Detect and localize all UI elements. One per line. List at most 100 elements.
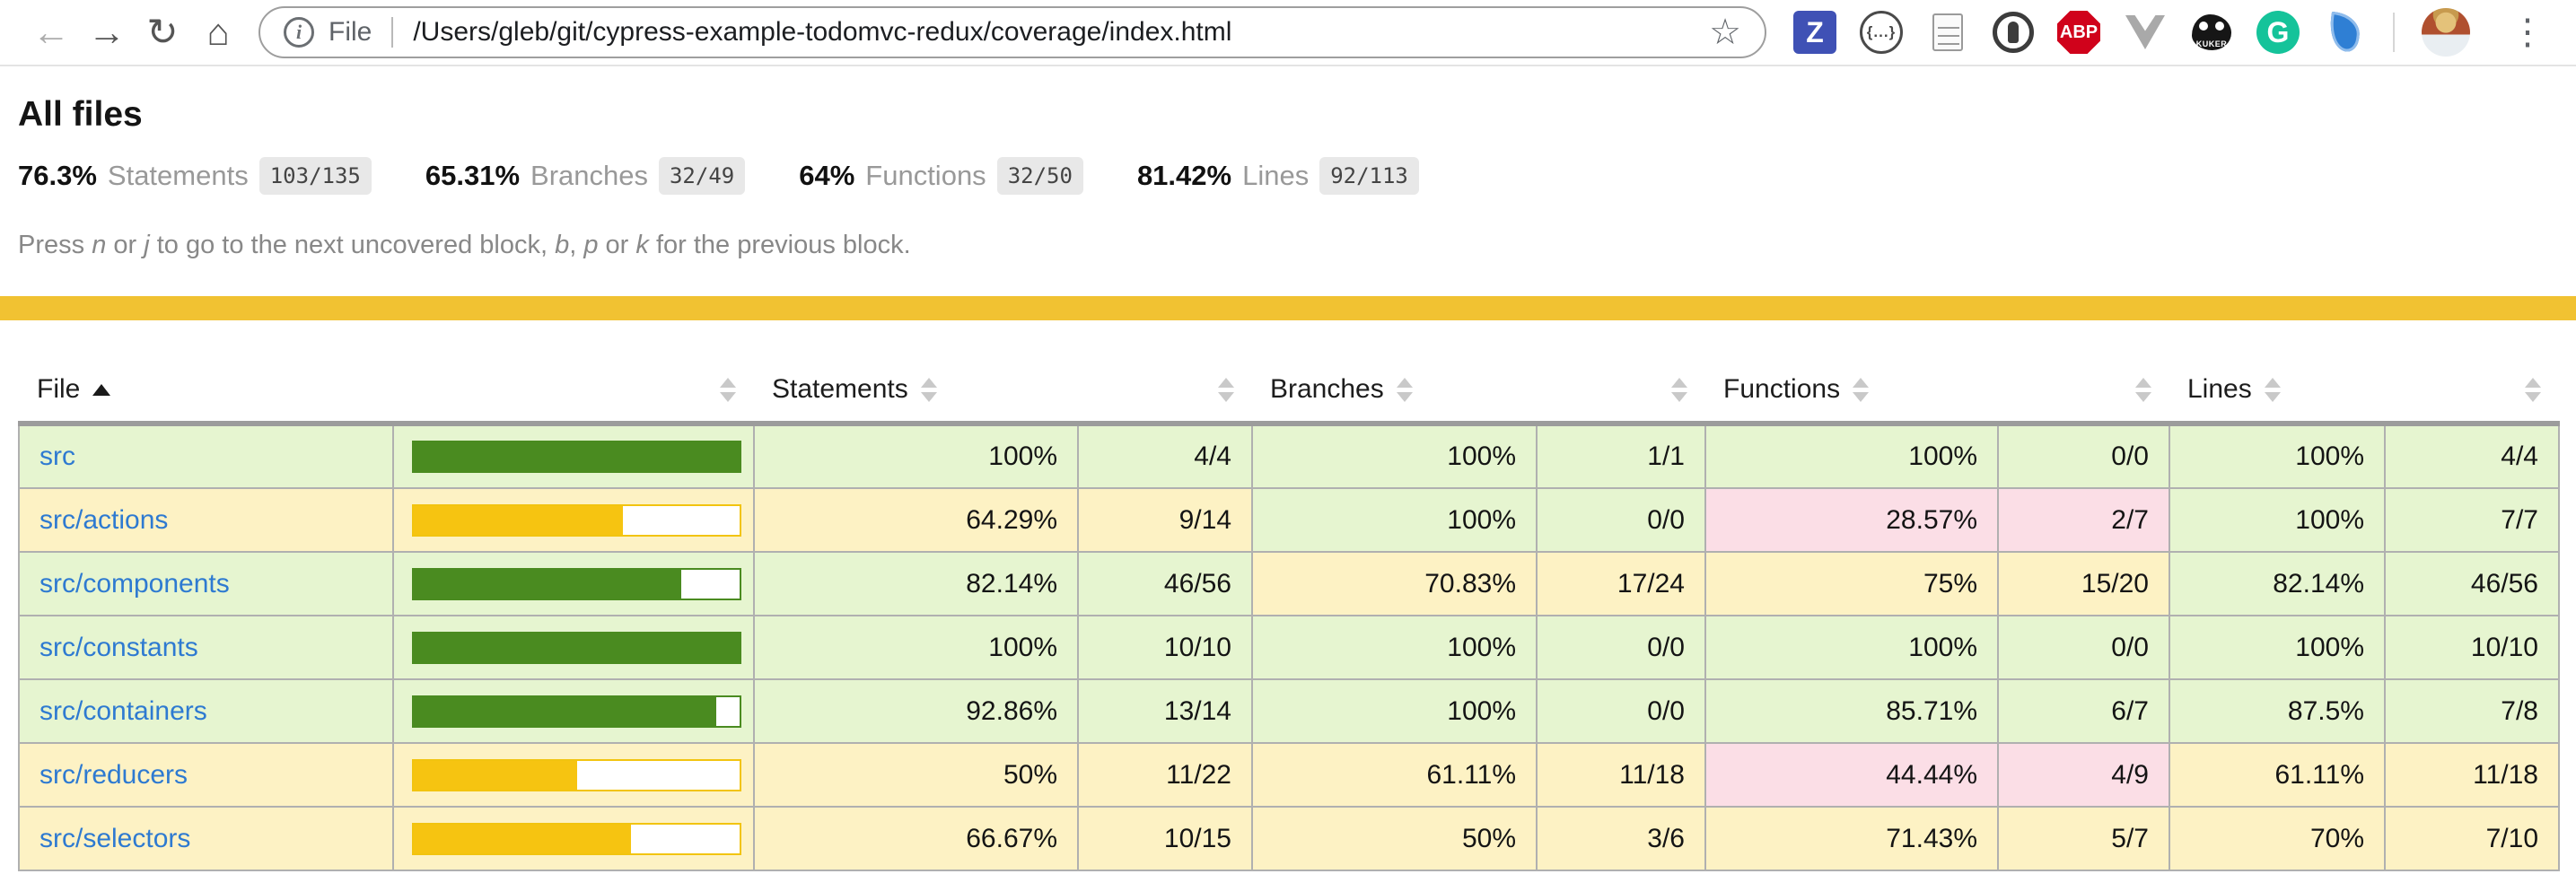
hint-text: to go to the next uncovered block, — [149, 231, 556, 259]
browser-menu-icon[interactable]: ⋮ — [2510, 13, 2545, 52]
sort-icon[interactable] — [1671, 377, 1687, 402]
branches-fraction-cell: 0/0 — [1536, 487, 1706, 553]
adblock-extension-icon[interactable]: ABP — [2057, 11, 2100, 54]
coverage-bar-fill — [414, 442, 740, 471]
lines-fraction-cell: 10/10 — [2384, 615, 2560, 680]
page-info-icon[interactable]: i — [284, 17, 314, 48]
grammarly-extension-icon[interactable]: G — [2256, 11, 2300, 54]
lines-fraction-cell: 7/8 — [2384, 678, 2560, 744]
column-header-chart[interactable] — [393, 360, 754, 426]
page-title: All files — [18, 95, 143, 134]
branches-pct-cell: 100% — [1251, 678, 1538, 744]
file-link[interactable]: src/constants — [39, 632, 198, 662]
functions-fraction-cell: 0/0 — [1997, 615, 2170, 680]
url-input[interactable]: /Users/gleb/git/cypress-example-todomvc-… — [413, 17, 1232, 47]
hint-key: b — [555, 231, 570, 259]
sort-icon[interactable] — [2525, 377, 2541, 402]
coverage-bar — [412, 758, 741, 791]
summary-metric: 64% Functions 32/50 — [799, 157, 1083, 195]
vue-extension-icon[interactable] — [2124, 11, 2167, 54]
functions-fraction-cell: 6/7 — [1997, 678, 2170, 744]
coverage-table-body: src 100% 4/4 100% 1/1 100% 0/0 100% 4/4 src/actio… — [18, 423, 2560, 871]
keyhole-extension-icon[interactable] — [1993, 12, 2034, 53]
column-header-lines-raw[interactable] — [2385, 360, 2559, 426]
coverage-bar — [412, 567, 741, 600]
coverage-bar-cell — [392, 423, 755, 489]
column-header-statements[interactable]: Statements — [754, 360, 1078, 426]
statements-pct-cell: 66.67% — [753, 806, 1079, 871]
metric-fraction-badge: 92/113 — [1319, 157, 1419, 195]
coverage-bar — [412, 822, 741, 855]
file-link[interactable]: src/actions — [39, 504, 169, 535]
table-row: src 100% 4/4 100% 1/1 100% 0/0 100% 4/4 — [18, 423, 2560, 489]
column-header-branches[interactable]: Branches — [1252, 360, 1537, 426]
feather-shape — [2326, 11, 2362, 54]
coverage-bar-cell — [392, 615, 755, 680]
sort-icon[interactable] — [920, 377, 937, 402]
coverage-bar — [412, 695, 741, 728]
coverage-table: File Statements — [18, 360, 2560, 871]
metric-fraction-badge: 32/49 — [658, 157, 746, 195]
lines-fraction-cell: 7/10 — [2384, 806, 2560, 871]
lines-pct-cell: 87.5% — [2169, 678, 2386, 744]
file-cell: src/constants — [18, 615, 394, 680]
coverage-bar-cell — [392, 742, 755, 808]
coverage-bar — [412, 631, 741, 664]
hint-key: p — [583, 231, 599, 259]
column-header-lines[interactable]: Lines — [2169, 360, 2385, 426]
hint-key: k — [635, 231, 649, 259]
metric-percentage: 64% — [799, 160, 855, 191]
sort-icon[interactable] — [1218, 377, 1234, 402]
table-row: src/constants 100% 10/10 100% 0/0 100% 0/0 100%… — [18, 615, 2560, 680]
statements-header-label: Statements — [772, 374, 908, 404]
file-link[interactable]: src/components — [39, 568, 230, 599]
sort-icon[interactable] — [1853, 377, 1870, 402]
file-link[interactable]: src/reducers — [39, 759, 188, 790]
zenhub-extension-icon[interactable]: Z — [1793, 11, 1836, 54]
file-link[interactable]: src — [39, 441, 75, 471]
table-row: src/components 82.14% 46/56 70.83% 17/24 75% 1… — [18, 551, 2560, 616]
feather-extension-icon[interactable] — [2323, 11, 2366, 54]
statements-fraction-cell: 13/14 — [1077, 678, 1253, 744]
profile-avatar[interactable] — [2422, 8, 2470, 57]
sort-icon[interactable] — [2135, 377, 2151, 402]
sort-icon[interactable] — [720, 377, 736, 402]
metric-percentage: 81.42% — [1136, 160, 1232, 191]
forward-icon[interactable]: → — [88, 11, 126, 53]
functions-pct-cell: 100% — [1704, 423, 1999, 489]
functions-header-label: Functions — [1723, 374, 1841, 404]
sort-icon[interactable] — [2264, 377, 2281, 402]
branches-fraction-cell: 0/0 — [1536, 678, 1706, 744]
sort-ascending-icon — [92, 383, 111, 396]
functions-pct-cell: 44.44% — [1704, 742, 1999, 808]
toolbar-divider — [2393, 13, 2395, 52]
column-header-functions[interactable]: Functions — [1705, 360, 1998, 426]
functions-fraction-cell: 5/7 — [1997, 806, 2170, 871]
functions-pct-cell: 85.71% — [1704, 678, 1999, 744]
coverage-bar-fill — [414, 505, 624, 535]
omnibox-divider — [391, 17, 394, 48]
hint-text: for the previous block. — [648, 231, 911, 259]
kuker-extension-icon[interactable]: KUKER — [2190, 11, 2233, 54]
bookmark-star-icon[interactable]: ☆ — [1709, 13, 1741, 52]
lines-fraction-cell: 11/18 — [2384, 742, 2560, 808]
lines-pct-cell: 100% — [2169, 487, 2386, 553]
metric-fraction-badge: 32/50 — [996, 157, 1083, 195]
json-braces-extension-icon[interactable]: {...} — [1860, 11, 1903, 54]
back-icon[interactable]: ← — [32, 11, 70, 53]
home-icon[interactable]: ⌂ — [206, 11, 230, 53]
lines-pct-cell: 100% — [2169, 423, 2386, 489]
document-extension-icon[interactable] — [1926, 11, 1969, 54]
column-header-functions-raw[interactable] — [1998, 360, 2169, 426]
statements-pct-cell: 92.86% — [753, 678, 1079, 744]
sort-icon[interactable] — [1396, 377, 1413, 402]
file-link[interactable]: src/selectors — [39, 823, 191, 853]
reload-icon[interactable]: ↻ — [146, 11, 179, 53]
column-header-file[interactable]: File — [19, 360, 393, 426]
file-link[interactable]: src/containers — [39, 695, 207, 726]
column-header-branches-raw[interactable] — [1537, 360, 1705, 426]
column-header-statements-raw[interactable] — [1078, 360, 1252, 426]
hint-text: Press — [18, 231, 92, 259]
address-bar[interactable]: i File /Users/gleb/git/cypress-example-t… — [258, 6, 1766, 58]
coverage-bar-cell — [392, 806, 755, 871]
